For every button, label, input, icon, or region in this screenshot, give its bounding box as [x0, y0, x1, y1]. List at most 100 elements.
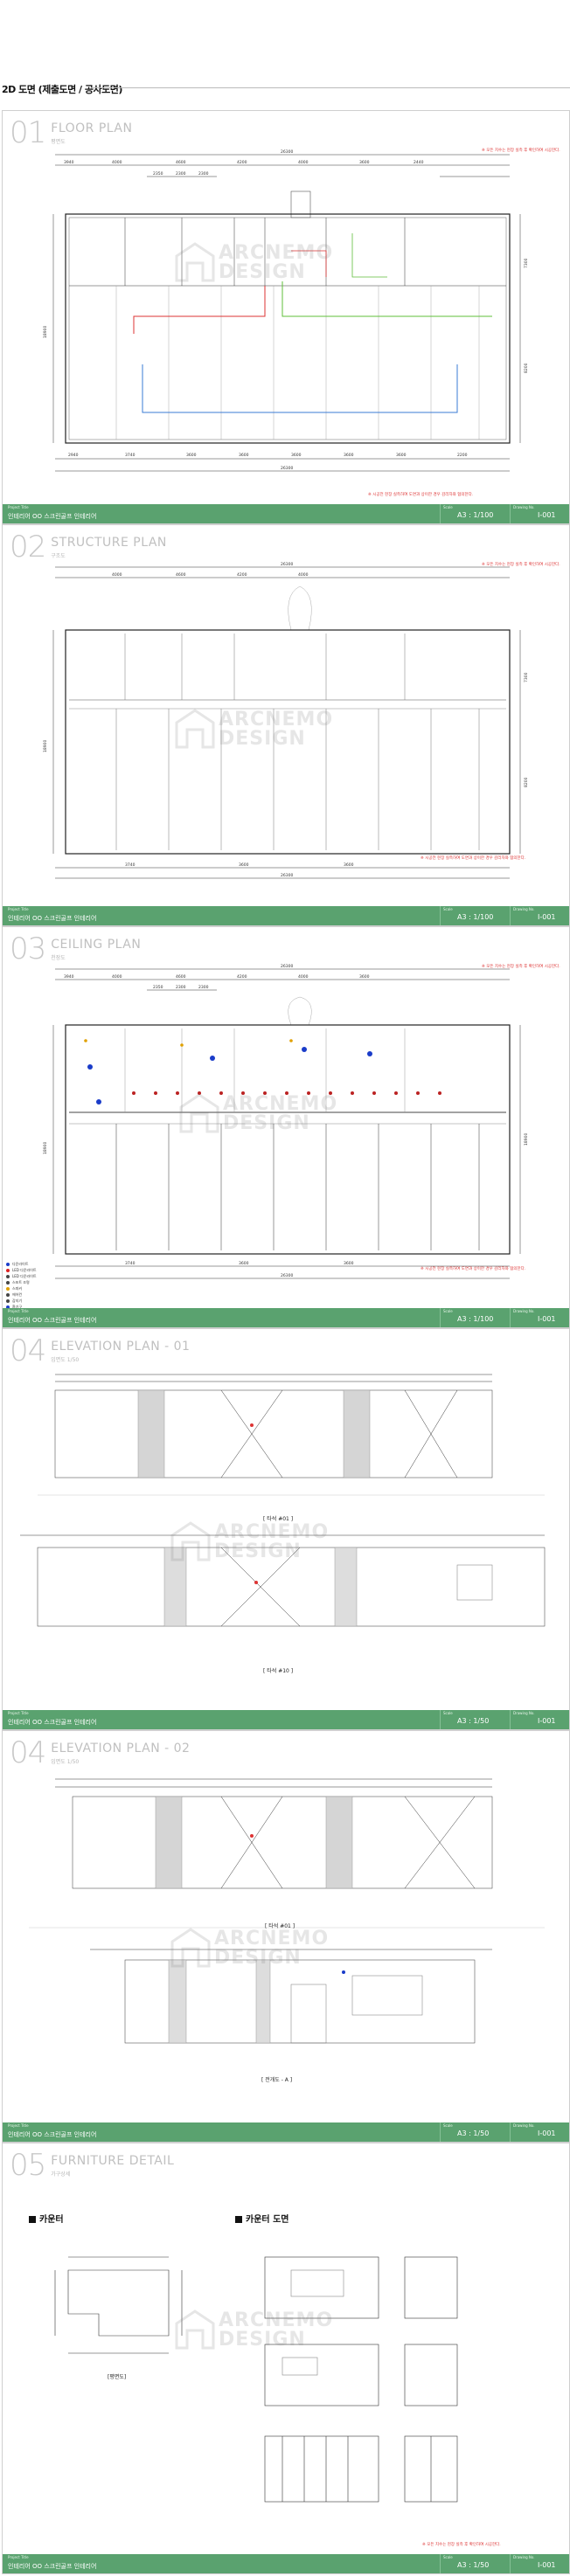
dim-label: 2300 [198, 171, 209, 177]
dim-label: 8200 [524, 363, 529, 373]
svg-text:4000: 4000 [112, 974, 122, 980]
drawing-number: I-001 [538, 1717, 556, 1725]
scale-value: A3 : 1/50 [457, 2129, 490, 2137]
watermark: ARCNEMO DESIGN [169, 1521, 328, 1565]
svg-text:3940: 3940 [64, 974, 74, 980]
drawing-number: I-001 [538, 1315, 556, 1323]
dim-label: 7300 [524, 258, 529, 268]
svg-text:3600: 3600 [344, 862, 354, 868]
sheet-title: ELEVATION PLAN - 02 [51, 1742, 191, 1755]
sheet-number: 02 [10, 530, 46, 564]
page-header: 2D 도면 (제출도면 / 공사도면) [0, 0, 570, 103]
sheet-subtitle: 입면도 1/50 [51, 1759, 80, 1766]
svg-text:4200: 4200 [237, 974, 247, 980]
svg-text:3740: 3740 [125, 862, 136, 868]
elevation-caption: [ 타석 #10 ] [263, 1668, 294, 1674]
legend-item: 환기구 [6, 1304, 37, 1310]
sheet-heading: 05 FURNITURE DETAIL 가구상세 [10, 2150, 174, 2180]
sheet-number: 05 [10, 2148, 46, 2183]
svg-text:4600: 4600 [176, 974, 186, 980]
legend-item: 스피커 [6, 1285, 37, 1291]
svg-text:3600: 3600 [239, 862, 249, 868]
svg-text:18900: 18900 [43, 740, 48, 752]
dim-label: 2440 [414, 160, 424, 165]
project-title: 인테리어 OO 스크린골프 인테리어 [8, 513, 97, 520]
sheet-heading: 02 STRUCTURE PLAN 구조도 [10, 532, 167, 562]
watermark: ARCNEMO DESIGN [169, 1928, 328, 1971]
dim-label: 26300 [281, 466, 293, 471]
scale-value: A3 : 1/50 [457, 1717, 490, 1725]
sheet-footer: Project Title 인테리어 OO 스크린골프 인테리어 Scale A… [3, 906, 569, 925]
furniture-item-title: 카운터 [29, 2212, 64, 2225]
sheet-heading: 03 CEILING PLAN 천장도 [10, 934, 141, 964]
project-title: 인테리어 OO 스크린골프 인테리어 [8, 915, 97, 922]
svg-text:3600: 3600 [239, 1261, 249, 1266]
furniture-drawing [54, 2256, 458, 2503]
svg-text:4000: 4000 [298, 974, 309, 980]
svg-text:18900: 18900 [43, 1142, 48, 1154]
sheet-note: ※ 모든 치수는 현장 실측 후 확인하여 시공한다. [482, 965, 560, 969]
elevation-caption: [ 타석 #01 ] [263, 1516, 294, 1522]
sheet-title: ELEVATION PLAN - 01 [51, 1340, 191, 1354]
svg-text:7300: 7300 [524, 672, 529, 682]
scale-value: A3 : 1/100 [457, 1315, 494, 1323]
sheet-note: ※ 모든 치수는 현장 실측 후 확인하여 시공한다. [422, 2543, 501, 2547]
scale-value: A3 : 1/50 [457, 2561, 490, 2569]
sheet-footer: Project Title 인테리어 OO 스크린골프 인테리어 Scale A… [3, 504, 569, 523]
svg-text:26300: 26300 [281, 1273, 293, 1278]
dim-label: 3940 [64, 160, 74, 165]
project-title: 인테리어 OO 스크린골프 인테리어 [8, 2563, 97, 2570]
elevation-caption: [ 타석 #01 ] [265, 1923, 295, 1929]
watermark: ARCNEMO DESIGN [173, 709, 332, 752]
sheet-title: CEILING PLAN [51, 938, 142, 952]
sheet-elevation-02: 04 ELEVATION PLAN - 02 입면도 1/50 [ [2, 1730, 570, 2143]
legend-item: 스포트 조명 [6, 1279, 37, 1285]
elevation-01-drawing [20, 1374, 546, 1627]
sheet-note: ※ 시공전 현장 실측하여 도면과 상이한 경우 감리자와 협의한다. [421, 1267, 526, 1271]
legend-item: LED 다운라이트 [6, 1267, 37, 1273]
dim-label: 4200 [237, 160, 247, 165]
sheet-structure-plan: 02 STRUCTURE PLAN 구조도 ※ 모든 치수는 현장 실측 후 확… [2, 524, 570, 926]
svg-text:18900: 18900 [524, 1133, 529, 1146]
sheet-floor-plan: 01 FLOOR PLAN 평면도 ※ 모든 치수는 현장 실측 후 확인하여 … [2, 110, 570, 524]
project-title: 인테리어 OO 스크린골프 인테리어 [8, 1317, 97, 1324]
dim-label: 18900 [43, 326, 48, 338]
ceiling-plan-drawing: 26300 3940 4000 4600 4200 4000 3600 2350… [43, 964, 529, 1279]
scale-value: A3 : 1/100 [457, 511, 494, 519]
sheet-heading: 04 ELEVATION PLAN - 02 입면도 1/50 [10, 1738, 190, 1768]
svg-text:4000: 4000 [112, 572, 122, 578]
plan-caption: [평면도] [108, 2374, 127, 2380]
sheet-footer: Project Title 인테리어 OO 스크린골프 인테리어 Scale A… [3, 2554, 569, 2573]
svg-text:4600: 4600 [176, 572, 186, 578]
sheet-furniture-detail: 05 FURNITURE DETAIL 가구상세 카운터 카운터 도면 [2, 2143, 570, 2574]
sheet-title: FLOOR PLAN [51, 121, 133, 135]
structure-plan-drawing: 26300 4000 4600 4200 4000 [43, 562, 529, 879]
svg-text:4200: 4200 [237, 572, 247, 578]
sheet-footer: Project Title 인테리어 OO 스크린골프 인테리어 Scale A… [3, 1710, 569, 1729]
watermark: ARCNEMO DESIGN [173, 2309, 332, 2353]
dim-label: 2200 [457, 453, 468, 458]
sheet-note: ※ 시공전 현장 실측하여 도면과 상이한 경우 감리자와 협의한다. [368, 493, 474, 497]
drawing-number: I-001 [538, 511, 556, 519]
drawing-number: I-001 [538, 2129, 556, 2137]
sheet-footer: Project Title 인테리어 OO 스크린골프 인테리어 Scale A… [3, 2122, 569, 2142]
sheet-elevation-01: 04 ELEVATION PLAN - 01 입면도 1/50 [2, 1328, 570, 1730]
sheet-ceiling-plan: 03 CEILING PLAN 천장도 ※ 모든 치수는 현장 실측 후 확인하… [2, 926, 570, 1328]
header-rule [91, 87, 570, 88]
svg-text:26300: 26300 [281, 562, 293, 567]
dim-label: 26300 [281, 149, 293, 155]
watermark: ARCNEMO DESIGN [177, 1093, 337, 1137]
svg-text:4000: 4000 [298, 572, 309, 578]
watermark: ARCNEMO DESIGN [173, 242, 332, 286]
svg-text:3600: 3600 [344, 1261, 354, 1266]
sheet-title: FURNITURE DETAIL [51, 2154, 175, 2168]
elevation-caption: [ 전개도 - A ] [261, 2077, 293, 2083]
dim-label: 3600 [344, 453, 354, 458]
dim-label: 4000 [112, 160, 122, 165]
scale-value: A3 : 1/100 [457, 913, 494, 921]
project-title: 인테리어 OO 스크린골프 인테리어 [8, 1719, 97, 1726]
dim-label: 2350 [153, 171, 163, 177]
legend-item: 다운라이트 [6, 1261, 37, 1267]
svg-text:2350: 2350 [153, 985, 163, 990]
sheet-title: STRUCTURE PLAN [51, 536, 167, 550]
